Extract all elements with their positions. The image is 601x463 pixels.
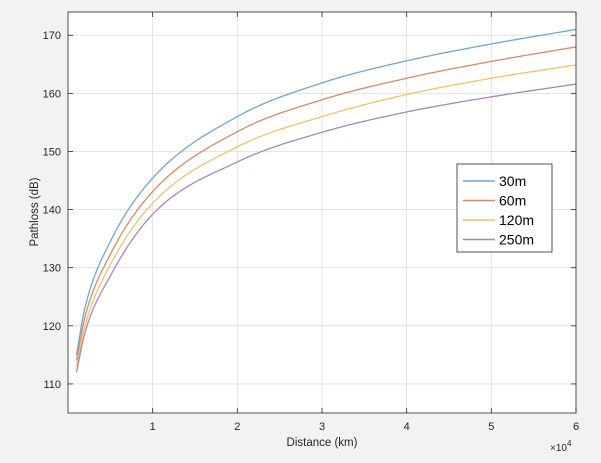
x-axis-label: Distance (km) bbox=[287, 437, 358, 449]
legend-label-60m: 60m bbox=[499, 193, 526, 209]
y-tick-label: 150 bbox=[43, 146, 61, 158]
y-tick-label: 140 bbox=[43, 205, 61, 217]
y-axis-label: Pathloss (dB) bbox=[29, 177, 41, 246]
legend: 30m 60m 120m 250m bbox=[456, 163, 553, 253]
legend-label-30m: 30m bbox=[499, 173, 526, 189]
x-tick-label: 3 bbox=[319, 421, 325, 433]
y-tick-label: 110 bbox=[43, 379, 61, 391]
series-line-120m bbox=[75, 64, 577, 367]
series-line-250m bbox=[75, 83, 577, 373]
x-axis-exponent-power: 4 bbox=[567, 439, 572, 448]
series-lines bbox=[75, 28, 577, 373]
y-tick-label: 120 bbox=[43, 321, 61, 333]
series-line-60m bbox=[75, 46, 577, 361]
x-tick-label: 6 bbox=[573, 421, 579, 433]
tick-labels: 1 2 3 4 5 6 110 120 130 140 150 160 170 bbox=[43, 30, 579, 433]
legend-box bbox=[456, 163, 553, 253]
x-tick-label: 4 bbox=[404, 421, 410, 433]
tick-marks bbox=[68, 12, 577, 413]
y-tick-label: 130 bbox=[43, 263, 61, 275]
x-axis-exponent-base: ×10 bbox=[550, 443, 567, 454]
legend-label-250m: 250m bbox=[499, 232, 534, 248]
y-tick-label: 160 bbox=[43, 88, 61, 100]
x-tick-label: 5 bbox=[488, 421, 494, 433]
y-tick-label: 170 bbox=[43, 30, 61, 42]
legend-label-120m: 120m bbox=[499, 212, 534, 228]
series-line-30m bbox=[75, 28, 577, 355]
x-tick-label: 2 bbox=[234, 421, 240, 433]
x-axis-exponent: ×104 bbox=[550, 439, 572, 454]
x-tick-label: 1 bbox=[150, 421, 156, 433]
